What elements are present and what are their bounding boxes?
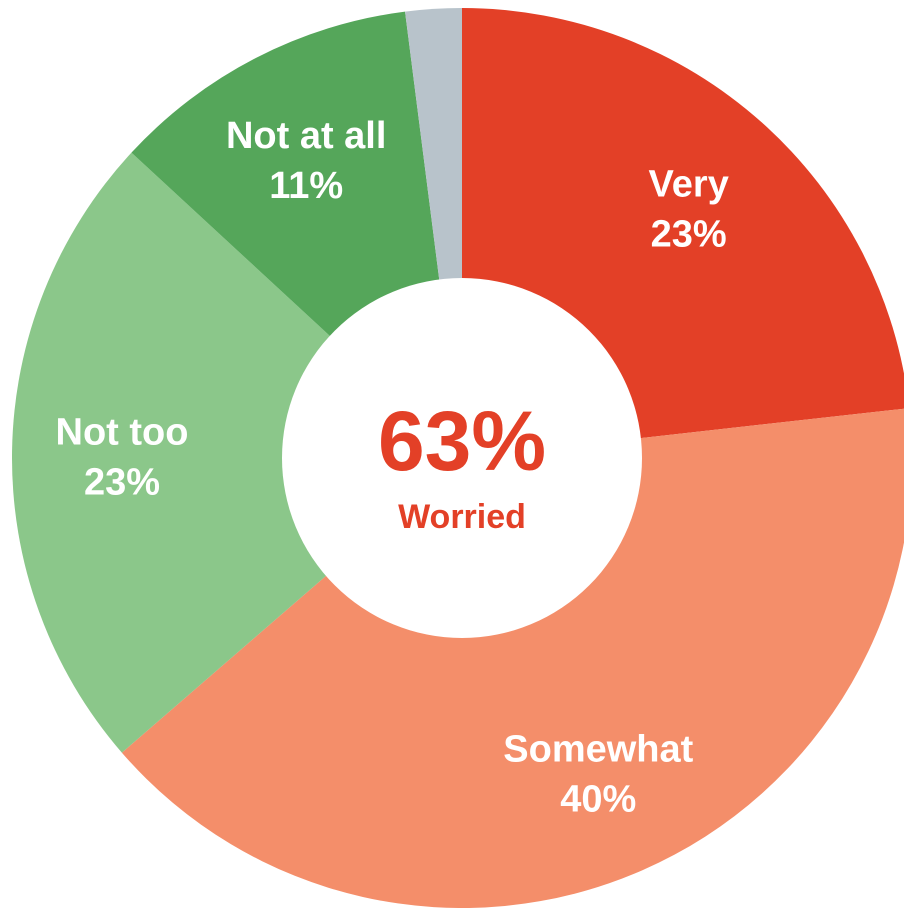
donut-hole — [282, 278, 642, 638]
slice-value-not-at-all: 11% — [269, 165, 343, 207]
slice-value-somewhat: 40% — [560, 779, 636, 821]
center-value: 63% — [378, 394, 546, 488]
slice-somewhat — [121, 408, 904, 908]
slice-value-very: 23% — [651, 214, 727, 256]
slice-not-too — [11, 152, 462, 753]
slice-label-very: Very — [649, 164, 729, 206]
slice-value-not-too: 23% — [84, 462, 160, 504]
slice-label-not-too: Not too — [56, 412, 189, 454]
slice-labels-group: Very 23% Somewhat 40% Not too 23% Not at all 11… — [56, 115, 729, 821]
slice-label-somewhat: Somewhat — [503, 729, 693, 771]
center-caption: Worried — [398, 498, 526, 536]
slice-label-not-at-all: Not at all — [226, 115, 386, 157]
